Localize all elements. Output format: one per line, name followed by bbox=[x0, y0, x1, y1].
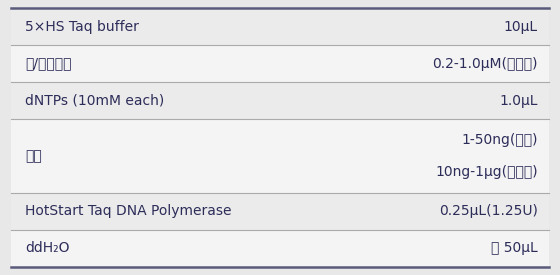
Text: 0.2-1.0μM(终浓度): 0.2-1.0μM(终浓度) bbox=[432, 57, 538, 71]
Text: dNTPs (10mM each): dNTPs (10mM each) bbox=[25, 94, 165, 108]
Bar bbox=[11, 45, 549, 82]
Bar bbox=[11, 230, 549, 267]
Bar bbox=[11, 119, 549, 193]
Text: 0.25μL(1.25U): 0.25μL(1.25U) bbox=[438, 204, 538, 218]
Text: HotStart Taq DNA Polymerase: HotStart Taq DNA Polymerase bbox=[25, 204, 232, 218]
Bar bbox=[11, 82, 549, 119]
Bar bbox=[11, 8, 549, 45]
Text: 1-50ng(质粒): 1-50ng(质粒) bbox=[461, 133, 538, 147]
Text: 10μL: 10μL bbox=[503, 20, 538, 34]
Text: 1.0μL: 1.0μL bbox=[499, 94, 538, 108]
Text: 5×HS Taq buffer: 5×HS Taq buffer bbox=[25, 20, 139, 34]
Bar bbox=[11, 193, 549, 230]
Text: 模板: 模板 bbox=[25, 149, 42, 163]
Text: 10ng-1μg(基因组): 10ng-1μg(基因组) bbox=[435, 165, 538, 179]
Text: 上/下游引物: 上/下游引物 bbox=[25, 57, 72, 71]
Text: 至 50μL: 至 50μL bbox=[491, 241, 538, 255]
Text: ddH₂O: ddH₂O bbox=[25, 241, 69, 255]
